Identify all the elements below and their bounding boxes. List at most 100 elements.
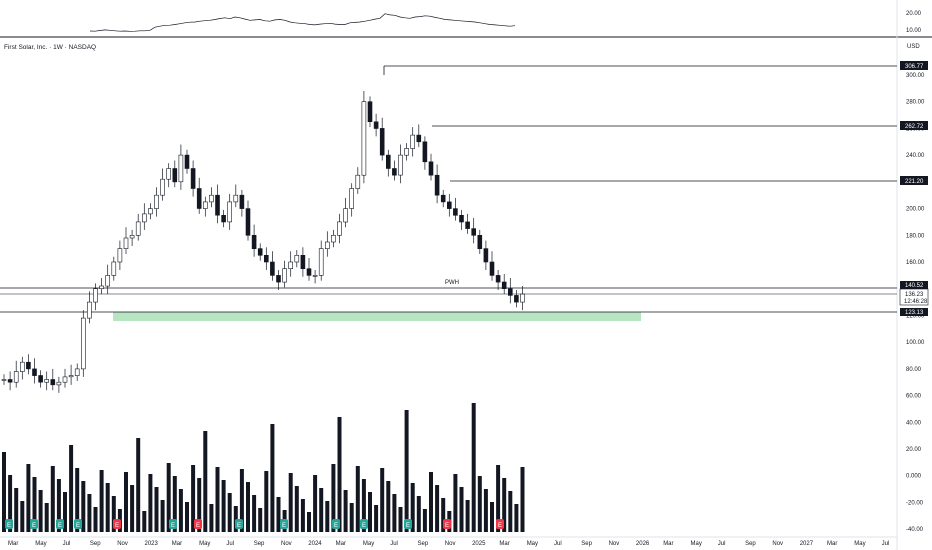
- volume-bar: [429, 472, 433, 532]
- candle-body: [361, 101, 367, 176]
- candle-body: [7, 379, 13, 383]
- earnings-marker[interactable]: [235, 519, 243, 529]
- price-tick-label: 20.00: [906, 447, 922, 453]
- volume-bar: [368, 492, 372, 532]
- candle-body: [19, 361, 25, 372]
- time-tick-label: Sep: [418, 541, 429, 547]
- candle-body: [190, 168, 196, 189]
- time-tick-label: Sep: [581, 541, 592, 547]
- volume-bar: [69, 445, 74, 532]
- earnings-marker[interactable]: [360, 519, 368, 529]
- earnings-marker[interactable]: [56, 519, 64, 529]
- candle-body: [135, 221, 141, 236]
- candle-body: [404, 148, 409, 156]
- earnings-marker[interactable]: [404, 519, 412, 529]
- candle-body: [166, 168, 171, 180]
- earnings-marker-label: E: [406, 523, 410, 529]
- level-label-262: 262.72: [900, 121, 928, 130]
- volume-bar: [14, 488, 19, 532]
- earnings-marker[interactable]: [280, 519, 288, 529]
- candle-body: [203, 201, 208, 209]
- time-axis: Mar May Jul Sep Nov 2023 Mar May Jul Sep Nov 2024 Ma…: [8, 541, 889, 547]
- time-tick-label: Nov: [445, 541, 456, 547]
- time-tick-label: Nov: [609, 541, 620, 547]
- time-tick-label: May: [527, 541, 538, 547]
- price-label-136: 136.23 12:46:28: [899, 288, 929, 306]
- price-tick-label: 40.00: [906, 420, 922, 426]
- price-tick-label: 160.00: [906, 260, 925, 266]
- candle-body: [56, 381, 62, 386]
- candle-body: [324, 241, 330, 249]
- volume-bar: [124, 472, 128, 532]
- volume-bar: [337, 417, 342, 532]
- volume-bar: [239, 469, 244, 532]
- earnings-marker[interactable]: [5, 519, 13, 529]
- candle-body: [1, 379, 7, 381]
- volume-bar: [172, 476, 177, 532]
- candle-body: [434, 174, 440, 196]
- candle-body: [379, 128, 385, 156]
- earnings-marker[interactable]: [74, 519, 82, 529]
- volume-bar: [178, 489, 183, 532]
- candle-body: [26, 361, 31, 370]
- candle-body: [483, 248, 489, 263]
- price-tick-label: 120.00: [906, 313, 925, 319]
- volume-bar: [99, 470, 104, 532]
- volume-bar: [264, 471, 269, 532]
- candle-body: [428, 161, 434, 176]
- candle-body: [520, 293, 525, 303]
- time-tick-label: Sep: [90, 541, 101, 547]
- candle-body: [50, 379, 56, 386]
- earnings-marker-label: E: [498, 523, 502, 529]
- candle-body: [514, 295, 519, 303]
- volume-bar: [63, 492, 67, 532]
- volume-bar: [325, 501, 330, 532]
- earnings-marker[interactable]: [113, 519, 121, 529]
- time-tick-label: Mar: [499, 541, 509, 547]
- candle-body: [209, 194, 214, 203]
- earnings-marker[interactable]: [30, 519, 38, 529]
- earnings-marker[interactable]: [496, 519, 504, 529]
- price-tick-label: 180.00: [906, 233, 925, 239]
- candle-body: [221, 215, 226, 223]
- price-tick-label: -20.00: [906, 500, 924, 506]
- earnings-marker[interactable]: [194, 519, 202, 529]
- time-tick-label: 2024: [308, 541, 322, 547]
- candle-body: [422, 141, 428, 163]
- candle-body: [392, 168, 397, 176]
- earnings-marker[interactable]: [332, 519, 340, 529]
- candle-body: [233, 194, 239, 203]
- candle-body: [178, 154, 184, 183]
- candle-body: [507, 288, 513, 296]
- candle-body: [453, 208, 458, 216]
- volume-bar: [154, 487, 159, 532]
- candle-body: [495, 275, 501, 283]
- time-tick-label: Jul: [226, 541, 234, 547]
- candle-body: [227, 201, 232, 223]
- level-label-221: 221.20: [900, 176, 928, 185]
- price-tick-label: 300.00: [906, 73, 925, 79]
- candle-body: [74, 368, 80, 376]
- candle-body: [410, 134, 416, 149]
- volume-bar: [502, 478, 507, 532]
- volume-bar: [105, 483, 110, 532]
- time-tick-label: Jul: [554, 541, 562, 547]
- volume-bar: [471, 403, 476, 532]
- volume-bar: [26, 464, 31, 532]
- earnings-marker-label: E: [7, 523, 11, 529]
- candle-body: [239, 194, 245, 209]
- volume-bar: [233, 506, 238, 532]
- candle-body: [331, 235, 336, 243]
- candle-body: [184, 154, 190, 169]
- svg-text:136.23: 136.23: [905, 292, 924, 298]
- indicator-tick: 10.00: [906, 28, 922, 34]
- earnings-marker[interactable]: [169, 519, 177, 529]
- earnings-marker[interactable]: [443, 519, 451, 529]
- volume-bar: [166, 463, 171, 532]
- volume-bar: [197, 478, 202, 532]
- candle-body: [306, 268, 312, 276]
- volume-bar: [215, 467, 220, 532]
- volume-bar: [148, 474, 153, 532]
